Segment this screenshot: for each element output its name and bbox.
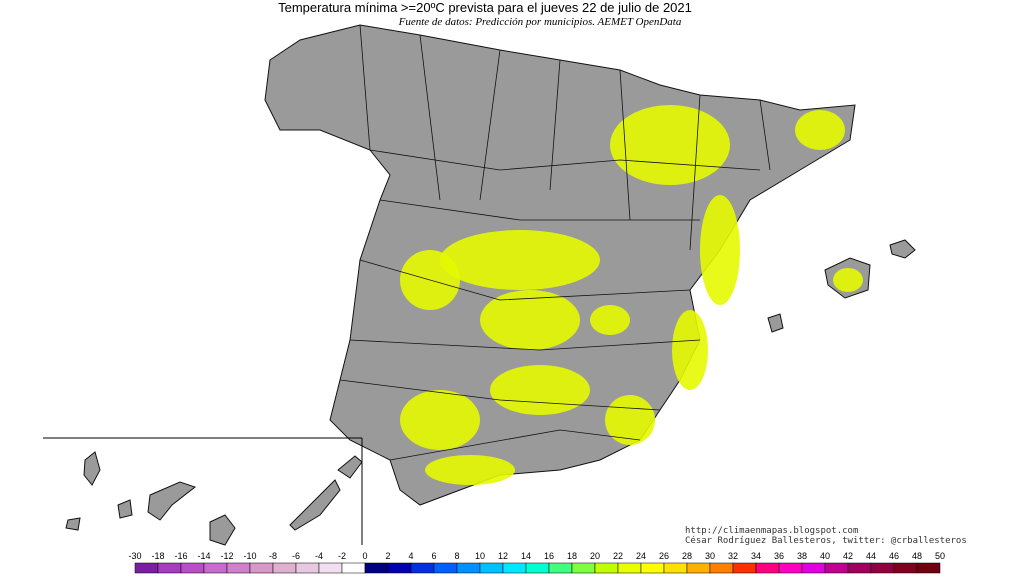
color-cell xyxy=(709,562,734,574)
color-cell xyxy=(732,562,757,574)
color-cell xyxy=(479,562,504,574)
color-cell xyxy=(594,562,619,574)
legend-tick-label: 36 xyxy=(774,551,784,561)
color-cell xyxy=(778,562,803,574)
color-cell xyxy=(617,562,642,574)
canary-inset xyxy=(43,437,363,546)
province-borders xyxy=(339,24,771,461)
color-legend: -30 -18 -16 -14 -12 -10 -8 -6 -4 -2 0 2 4 6 8 10 12 14 16 1… xyxy=(128,551,945,574)
color-cell xyxy=(571,562,596,574)
color-cell xyxy=(318,562,343,574)
legend-tick-label: -2 xyxy=(338,551,346,561)
color-cell xyxy=(456,562,481,574)
map-subtitle: Fuente de datos: Predicción por municipi… xyxy=(398,16,682,28)
legend-tick-label: 14 xyxy=(521,551,531,561)
color-cell xyxy=(824,562,849,574)
legend-tick-label: -10 xyxy=(243,551,256,561)
legend-tick-label: -16 xyxy=(174,551,187,561)
color-cell xyxy=(157,562,182,574)
legend-tick-label: 26 xyxy=(659,551,669,561)
legend-tick-label: 18 xyxy=(567,551,577,561)
spain-map xyxy=(264,24,916,506)
color-cell xyxy=(410,562,435,574)
color-cell xyxy=(663,562,688,574)
legend-tick-label: 28 xyxy=(682,551,692,561)
legend-tick-label: 46 xyxy=(889,551,899,561)
color-cell xyxy=(341,562,366,574)
color-cell xyxy=(640,562,665,574)
legend-tick-label: 44 xyxy=(866,551,876,561)
legend-tick-label: 12 xyxy=(498,551,508,561)
color-cell xyxy=(249,562,274,574)
credit-url: http://climaenmapas.blogspot.com xyxy=(685,526,858,536)
legend-tick-label: 8 xyxy=(454,551,459,561)
legend-tick-label: -30 xyxy=(128,551,141,561)
legend-tick-label: 48 xyxy=(912,551,922,561)
color-cell xyxy=(893,562,918,574)
legend-tick-label: -6 xyxy=(292,551,300,561)
legend-tick-label: 0 xyxy=(362,551,367,561)
legend-tick-label: 22 xyxy=(613,551,623,561)
color-cell xyxy=(548,562,573,574)
ibiza xyxy=(767,313,784,333)
color-cell xyxy=(387,562,412,574)
color-cell xyxy=(525,562,550,574)
legend-tick-label: 16 xyxy=(544,551,554,561)
legend-tick-label: 38 xyxy=(797,551,807,561)
legend-tick-label: 34 xyxy=(751,551,761,561)
legend-tick-label: -4 xyxy=(315,551,323,561)
color-cell xyxy=(847,562,872,574)
color-cell xyxy=(180,562,205,574)
legend-tick-label: 2 xyxy=(385,551,390,561)
menorca xyxy=(889,239,916,259)
color-cell xyxy=(272,562,297,574)
color-cell xyxy=(226,562,251,574)
color-cell xyxy=(801,562,826,574)
credit-author: César Rodríguez Ballesteros, twitter: @c… xyxy=(685,535,967,546)
legend-tick-label: 6 xyxy=(431,551,436,561)
color-cell xyxy=(203,562,228,574)
color-cell xyxy=(134,562,159,574)
legend-tick-label: 20 xyxy=(590,551,600,561)
legend-tick-label: 24 xyxy=(636,551,646,561)
color-cell xyxy=(295,562,320,574)
legend-tick-label: 32 xyxy=(728,551,738,561)
color-cell xyxy=(433,562,458,574)
color-cell xyxy=(686,562,711,574)
color-cell xyxy=(916,562,941,574)
legend-tick-label: 40 xyxy=(820,551,830,561)
legend-tick-label: 10 xyxy=(475,551,485,561)
legend-tick-label: -12 xyxy=(220,551,233,561)
legend-tick-label: 42 xyxy=(843,551,853,561)
warm-areas xyxy=(400,105,845,485)
legend-tick-label: 4 xyxy=(408,551,413,561)
legend-tick-label: 50 xyxy=(935,551,945,561)
legend-tick-label: -8 xyxy=(269,551,277,561)
color-cell xyxy=(502,562,527,574)
map-title: Temperatura mínima >=20ºC prevista para … xyxy=(278,0,692,15)
color-cell xyxy=(755,562,780,574)
legend-tick-label: -18 xyxy=(151,551,164,561)
color-cell xyxy=(870,562,895,574)
color-cell xyxy=(364,562,389,574)
legend-tick-label: -14 xyxy=(197,551,210,561)
legend-tick-label: 30 xyxy=(705,551,715,561)
